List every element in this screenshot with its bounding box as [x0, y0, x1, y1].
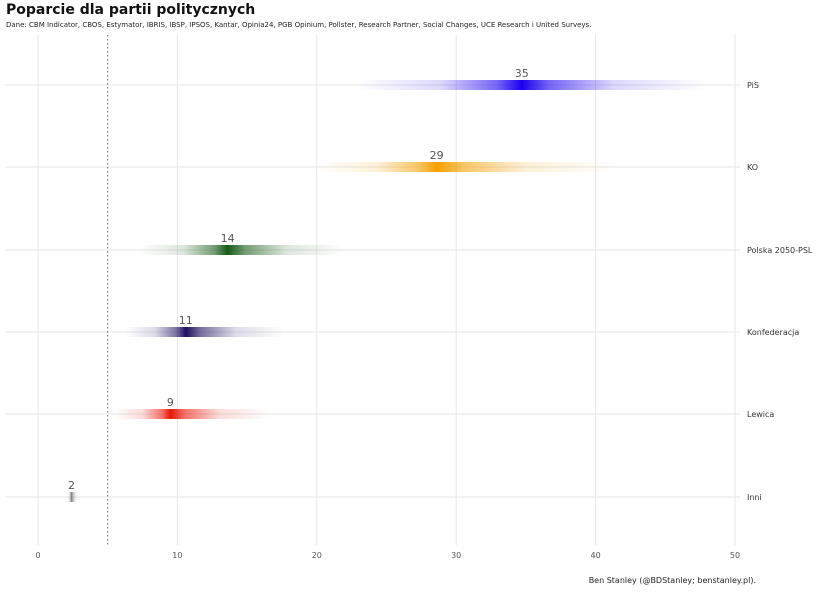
bar-lewica — [114, 409, 270, 419]
value-label: 35 — [515, 67, 529, 80]
party-label: KO — [747, 163, 758, 172]
value-label: 14 — [221, 232, 235, 245]
x-tick-label: 40 — [591, 551, 601, 560]
x-tick-label: 30 — [451, 551, 461, 560]
x-tick-label: 20 — [312, 551, 322, 560]
chart-title: Poparcie dla partii politycznych — [6, 2, 256, 18]
party-label: Polska 2050-PSL — [747, 246, 813, 255]
bar-konfederacja — [124, 327, 285, 337]
chart-caption: Ben Stanley (@BDStanley; benstanley.pl). — [588, 576, 756, 585]
x-tick-label: 50 — [730, 551, 740, 560]
value-label: 11 — [179, 314, 193, 327]
party-label: PiS — [747, 81, 759, 90]
bar-polska-2050-psl — [139, 245, 345, 255]
bar-inni — [67, 492, 79, 502]
bar-pis — [358, 80, 708, 90]
party-label: Konfederacja — [747, 328, 799, 337]
value-label: 29 — [430, 149, 444, 162]
value-label: 9 — [167, 396, 174, 409]
bar-ko — [316, 162, 617, 172]
party-label: Inni — [747, 493, 762, 502]
x-tick-label: 0 — [35, 551, 40, 560]
chart-subtitle: Dane: CBM Indicator, CBOS, Estymator, IB… — [6, 21, 592, 29]
party-label: Lewica — [747, 410, 774, 419]
value-label: 2 — [68, 479, 75, 492]
x-tick-label: 10 — [172, 551, 182, 560]
